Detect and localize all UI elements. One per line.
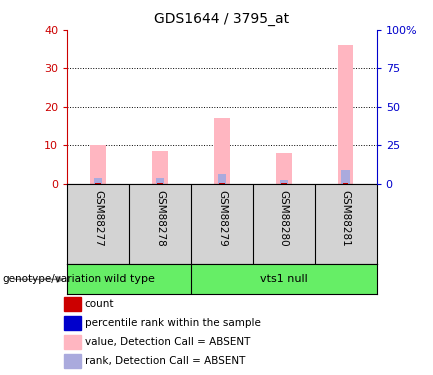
Text: genotype/variation: genotype/variation xyxy=(2,274,101,284)
Bar xyxy=(342,170,350,184)
Bar xyxy=(157,183,163,184)
Bar xyxy=(280,180,288,184)
Text: percentile rank within the sample: percentile rank within the sample xyxy=(84,318,260,328)
Bar xyxy=(191,264,377,294)
Bar xyxy=(64,354,81,368)
Bar xyxy=(281,183,287,184)
Text: GSM88280: GSM88280 xyxy=(279,190,289,247)
Text: value, Detection Call = ABSENT: value, Detection Call = ABSENT xyxy=(84,337,250,347)
Bar xyxy=(64,297,81,311)
Bar xyxy=(67,264,191,294)
Bar xyxy=(152,151,168,184)
Bar xyxy=(94,178,102,184)
Text: GSM88277: GSM88277 xyxy=(93,190,103,247)
Bar xyxy=(338,45,353,184)
Bar xyxy=(276,153,291,184)
Text: count: count xyxy=(84,299,114,309)
Text: GSM88278: GSM88278 xyxy=(155,190,165,247)
Bar xyxy=(64,316,81,330)
Bar xyxy=(95,183,101,184)
Text: vts1 null: vts1 null xyxy=(260,274,308,284)
Bar xyxy=(219,183,225,184)
Text: GSM88279: GSM88279 xyxy=(217,190,227,247)
Bar xyxy=(214,118,229,184)
Bar xyxy=(156,178,164,184)
Bar xyxy=(64,335,81,349)
Text: GSM88281: GSM88281 xyxy=(341,190,351,247)
Text: wild type: wild type xyxy=(103,274,155,284)
Bar xyxy=(90,146,106,184)
Bar xyxy=(343,183,349,184)
Bar xyxy=(218,174,226,184)
Title: GDS1644 / 3795_at: GDS1644 / 3795_at xyxy=(154,12,290,26)
Text: rank, Detection Call = ABSENT: rank, Detection Call = ABSENT xyxy=(84,356,245,366)
